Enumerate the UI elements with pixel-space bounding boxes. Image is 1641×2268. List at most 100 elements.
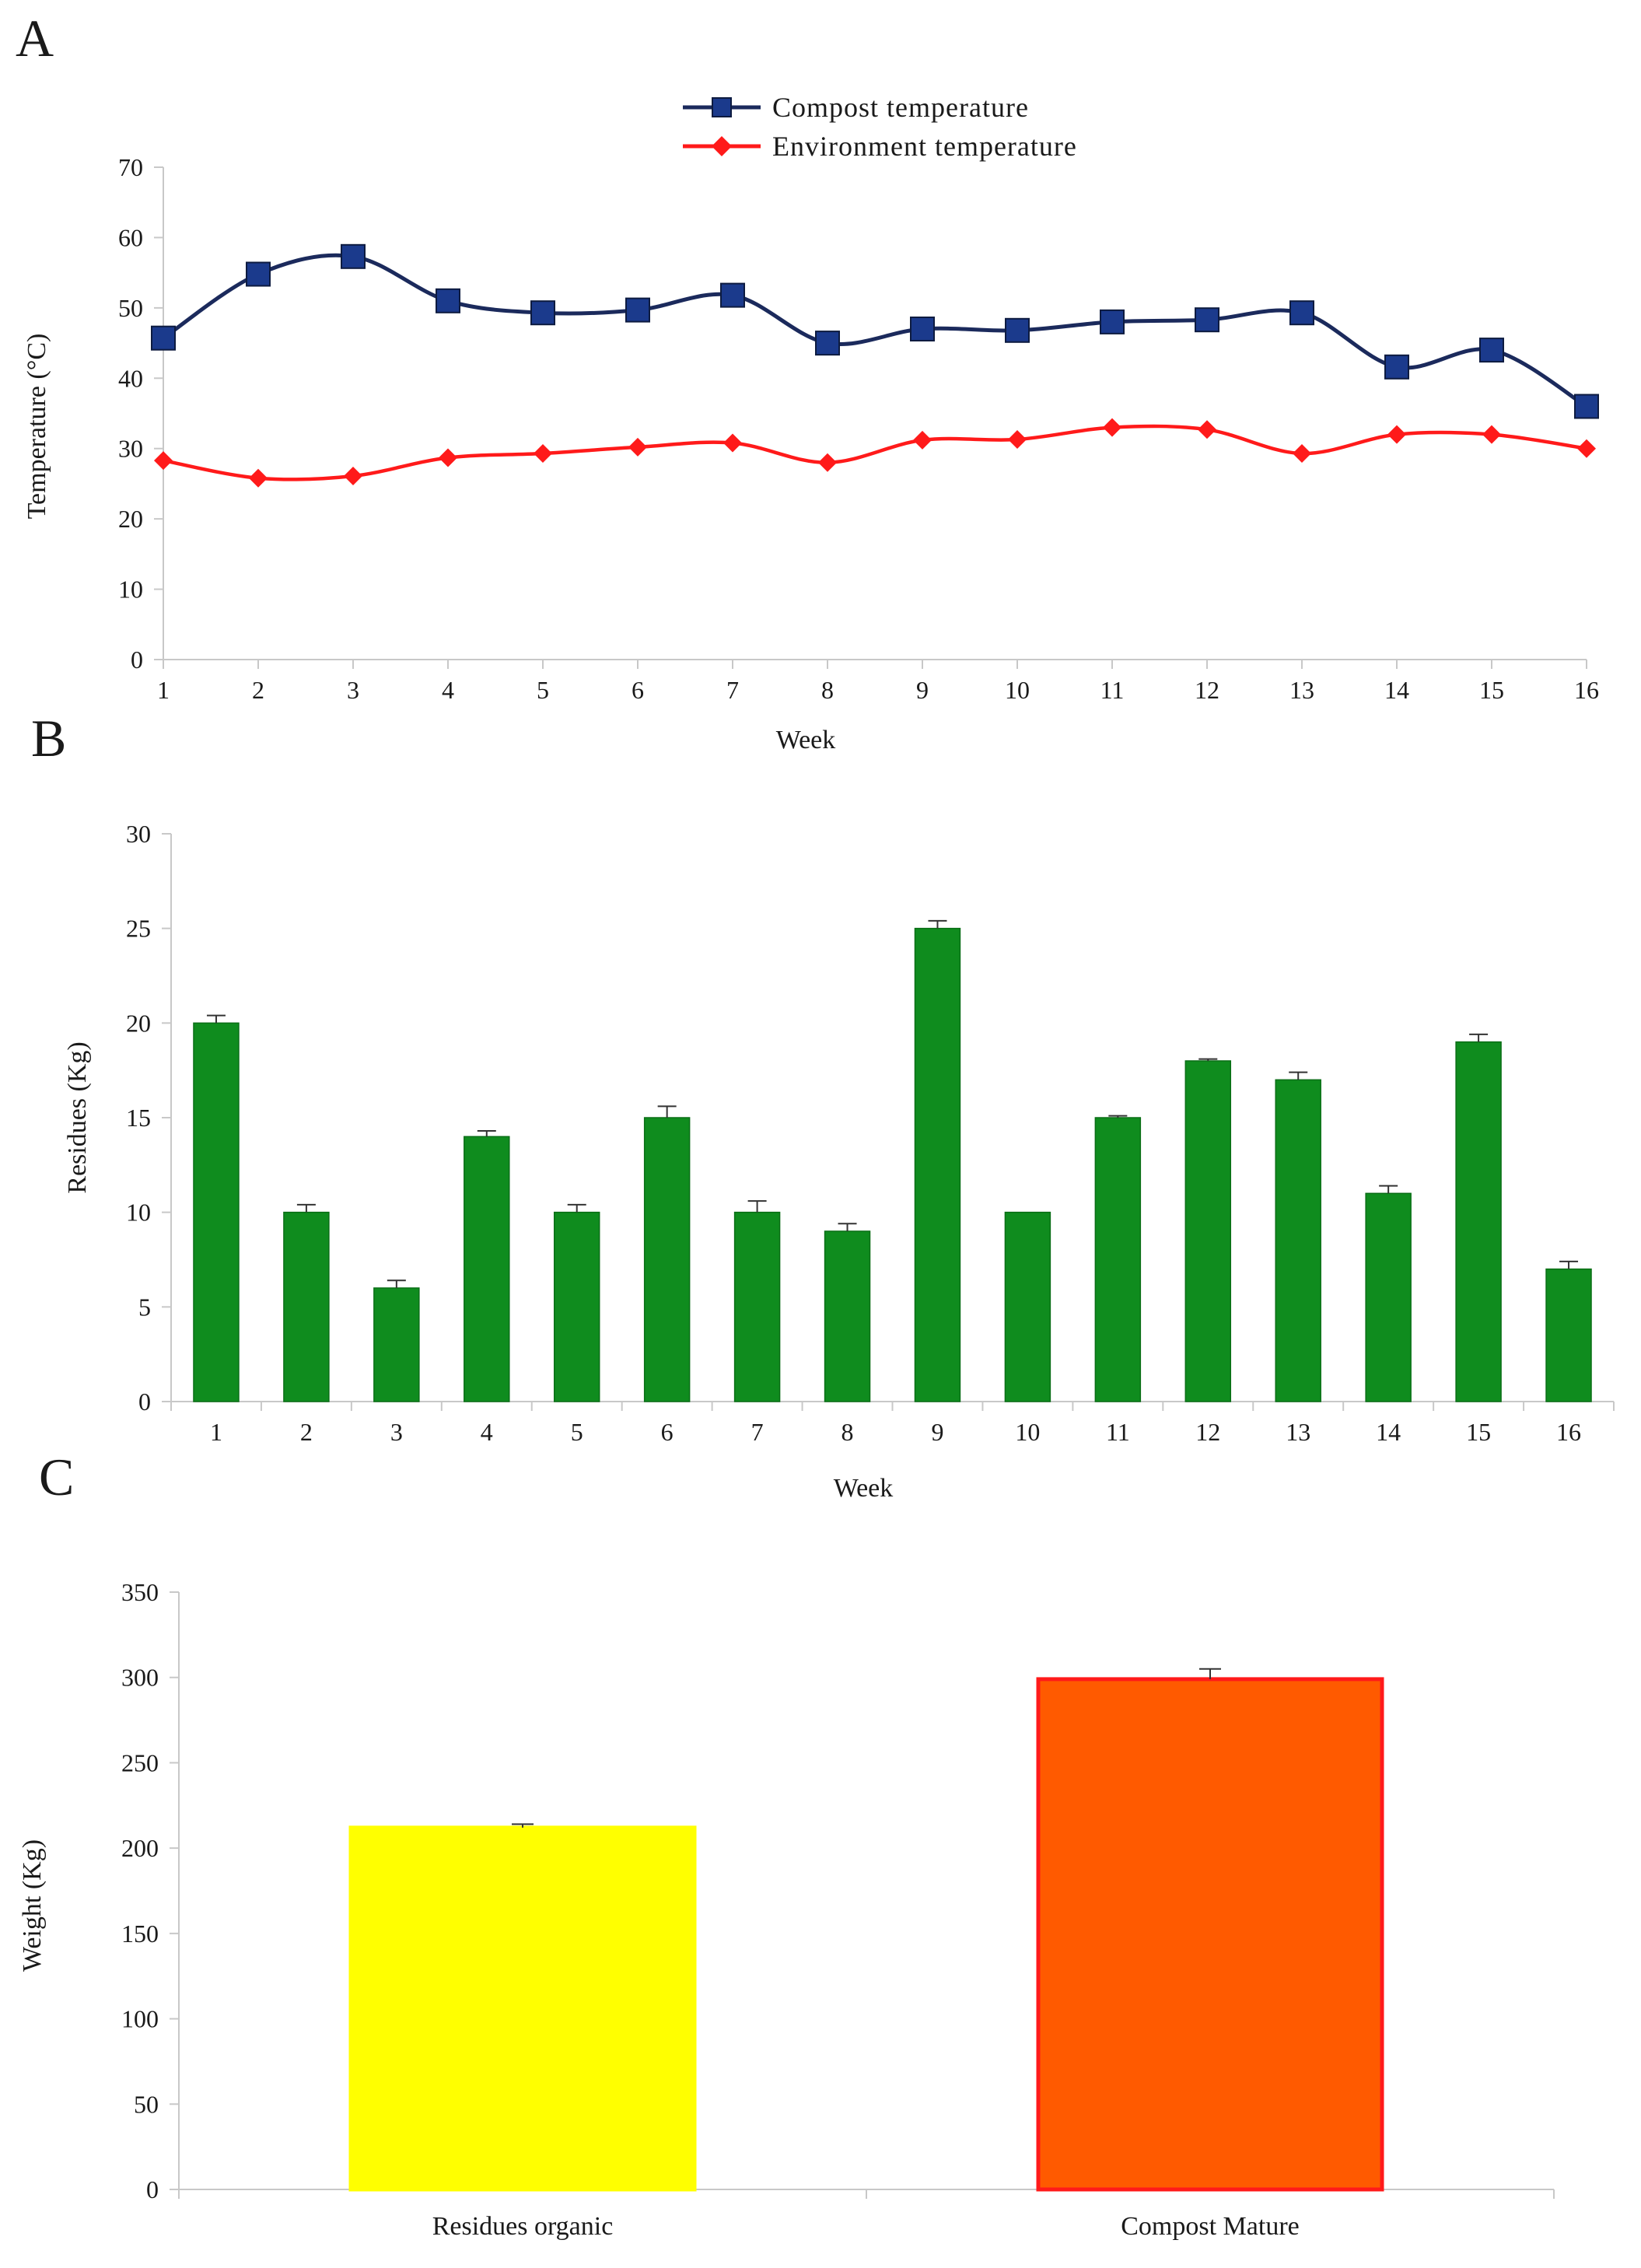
y-tick-label-30: 30 — [118, 435, 143, 463]
point-compost-week-9 — [910, 317, 935, 341]
panel-a-legend: Compost temperature Environment temperat… — [683, 92, 1077, 162]
point-environment-week-9 — [913, 430, 932, 450]
y-tick-label-5: 5 — [138, 1293, 151, 1321]
x-tick-label-week-15: 15 — [1479, 676, 1504, 704]
x-tick-label-week-16: 16 — [1556, 1418, 1581, 1446]
bar-compost-mature — [1036, 1677, 1384, 2192]
x-tick-label-week-12: 12 — [1195, 1418, 1220, 1446]
point-compost-week-3 — [341, 243, 366, 269]
bar-week-1 — [193, 1022, 240, 1402]
y-tick-label-20: 20 — [118, 505, 143, 533]
panel-c-weight-chart: C 0 50 100 150 200 250 300 350 Residues organic… — [18, 1447, 1555, 2241]
legend-marker-compost-square — [712, 97, 732, 117]
x-tick-label-week-7: 7 — [726, 676, 739, 704]
legend-label-compost: Compost temperature — [772, 92, 1029, 123]
panel-c-y-ticks: 0 50 100 150 200 250 300 350 — [121, 1578, 179, 2203]
point-compost-week-11 — [1100, 309, 1125, 334]
y-tick-label-70: 70 — [118, 153, 143, 181]
panel-c-y-axis-title: Weight (Kg) — [18, 1839, 47, 1972]
point-compost-week-10 — [1005, 317, 1030, 343]
bar-week-9 — [914, 927, 961, 1402]
bar-residues-organic — [348, 1825, 697, 2192]
y-tick-label-10: 10 — [126, 1199, 151, 1227]
point-compost-week-4 — [436, 288, 460, 313]
y-tick-label-300: 300 — [121, 1664, 159, 1692]
bar-week-3 — [373, 1287, 420, 1402]
y-tick-label-100: 100 — [121, 2005, 159, 2033]
panel-a-x-axis-title: Week — [776, 726, 836, 754]
bar-week-13 — [1275, 1079, 1321, 1402]
point-compost-week-13 — [1289, 300, 1314, 326]
point-compost-week-5 — [530, 300, 555, 326]
series-line-compost — [162, 253, 1588, 408]
x-tick-label-week-3: 3 — [347, 676, 359, 704]
y-tick-label-250: 250 — [121, 1748, 159, 1776]
panel-b-y-axis-title: Residues (Kg) — [63, 1041, 92, 1193]
point-environment-week-11 — [1103, 418, 1121, 437]
x-tick-label-week-16: 16 — [1574, 676, 1599, 704]
bar-week-12 — [1184, 1060, 1232, 1402]
panel-c-letter: C — [39, 1447, 74, 1507]
bar-week-15 — [1455, 1041, 1502, 1402]
y-tick-label-0: 0 — [138, 1388, 151, 1416]
bar-week-8 — [824, 1230, 871, 1402]
x-tick-label-week-6: 6 — [632, 676, 644, 704]
bar-week-11 — [1094, 1117, 1142, 1402]
point-environment-week-6 — [628, 437, 647, 457]
x-tick-label-week-10: 10 — [1015, 1418, 1040, 1446]
point-environment-week-1 — [154, 451, 173, 471]
x-tick-label-week-9: 9 — [916, 676, 929, 704]
point-environment-week-12 — [1198, 420, 1216, 439]
series-line-environment — [163, 424, 1587, 481]
bar-week-4 — [464, 1136, 510, 1402]
y-tick-label-15: 15 — [126, 1104, 151, 1132]
point-compost-week-16 — [1574, 394, 1599, 419]
y-tick-label-50: 50 — [118, 294, 143, 322]
legend-item-environment: Environment temperature — [683, 131, 1077, 162]
legend-label-environment: Environment temperature — [772, 131, 1077, 162]
x-tick-label-week-10: 10 — [1005, 676, 1030, 704]
x-tick-label-week-14: 14 — [1384, 676, 1409, 704]
panel-a-letter: A — [16, 9, 54, 68]
bar-week-14 — [1365, 1192, 1412, 1402]
x-tick-label-week-14: 14 — [1376, 1418, 1401, 1446]
x-tick-label-week-8: 8 — [841, 1418, 854, 1446]
point-compost-week-2 — [246, 261, 271, 287]
x-tick-label-week-2: 2 — [300, 1418, 313, 1446]
y-tick-label-25: 25 — [126, 915, 151, 943]
point-environment-week-16 — [1577, 439, 1596, 458]
legend-marker-environment-diamond — [712, 136, 732, 156]
bar-week-16 — [1545, 1268, 1592, 1402]
x-tick-label-week-4: 4 — [442, 676, 454, 704]
x-tick-label-week-11: 11 — [1106, 1418, 1130, 1446]
x-tick-label-week-11: 11 — [1100, 676, 1125, 704]
panel-b-bars — [193, 919, 1592, 1402]
x-tick-label-week-15: 15 — [1466, 1418, 1491, 1446]
bar-week-10 — [1004, 1211, 1051, 1402]
x-tick-label-week-8: 8 — [821, 676, 834, 704]
x-tick-label-week-4: 4 — [481, 1418, 493, 1446]
y-tick-label-50: 50 — [134, 2090, 159, 2118]
point-environment-week-10 — [1008, 430, 1027, 449]
panel-a-x-ticks: 1 2 3 4 5 6 7 8 9 10 11 12 13 14 15 16 — [157, 660, 1599, 704]
y-tick-label-40: 40 — [118, 364, 143, 392]
point-environment-week-2 — [249, 468, 268, 488]
panel-c-bars — [348, 1668, 1384, 2192]
point-environment-week-5 — [534, 444, 552, 463]
point-compost-week-6 — [625, 297, 650, 323]
point-environment-week-15 — [1482, 425, 1501, 444]
x-tick-label-week-2: 2 — [252, 676, 264, 704]
point-environment-week-3 — [344, 467, 362, 485]
x-tick-label-week-13: 13 — [1286, 1418, 1310, 1446]
point-environment-week-14 — [1387, 425, 1406, 444]
point-environment-week-4 — [439, 448, 457, 467]
panel-a-series — [151, 243, 1599, 488]
x-tick-label-compost-mature: Compost Mature — [1121, 2212, 1299, 2241]
x-tick-label-week-12: 12 — [1195, 676, 1219, 704]
point-compost-week-1 — [151, 325, 176, 351]
bar-week-7 — [733, 1211, 781, 1402]
x-tick-label-week-13: 13 — [1289, 676, 1314, 704]
